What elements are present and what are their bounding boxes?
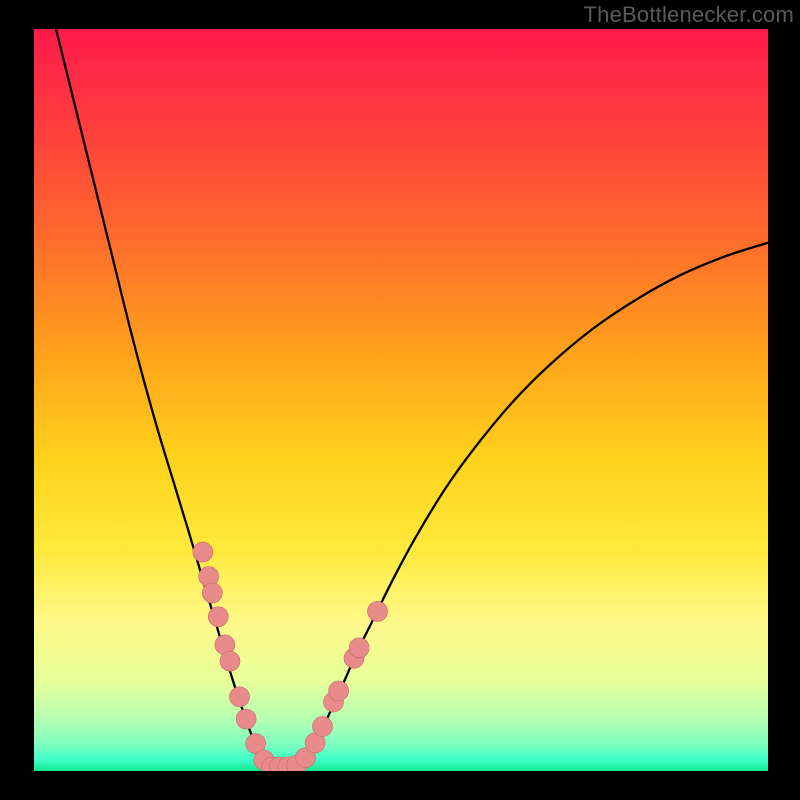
data-marker (208, 607, 228, 627)
data-marker (329, 681, 349, 701)
data-marker (193, 542, 213, 562)
data-marker (230, 687, 250, 707)
data-marker (202, 583, 222, 603)
data-marker (368, 601, 388, 621)
data-marker (349, 638, 369, 658)
chart-svg (34, 29, 768, 771)
plot-area (34, 29, 768, 771)
watermark-text: TheBottlenecker.com (584, 2, 794, 28)
chart-container: TheBottlenecker.com (0, 0, 800, 800)
data-marker (236, 709, 256, 729)
data-marker (220, 651, 240, 671)
data-marker (312, 716, 332, 736)
plot-background (34, 29, 768, 771)
